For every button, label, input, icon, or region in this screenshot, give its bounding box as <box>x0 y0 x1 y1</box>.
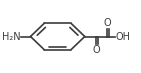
Text: O: O <box>104 18 112 28</box>
Text: O: O <box>93 45 101 55</box>
Text: H₂N: H₂N <box>2 32 21 41</box>
Text: OH: OH <box>116 32 131 41</box>
